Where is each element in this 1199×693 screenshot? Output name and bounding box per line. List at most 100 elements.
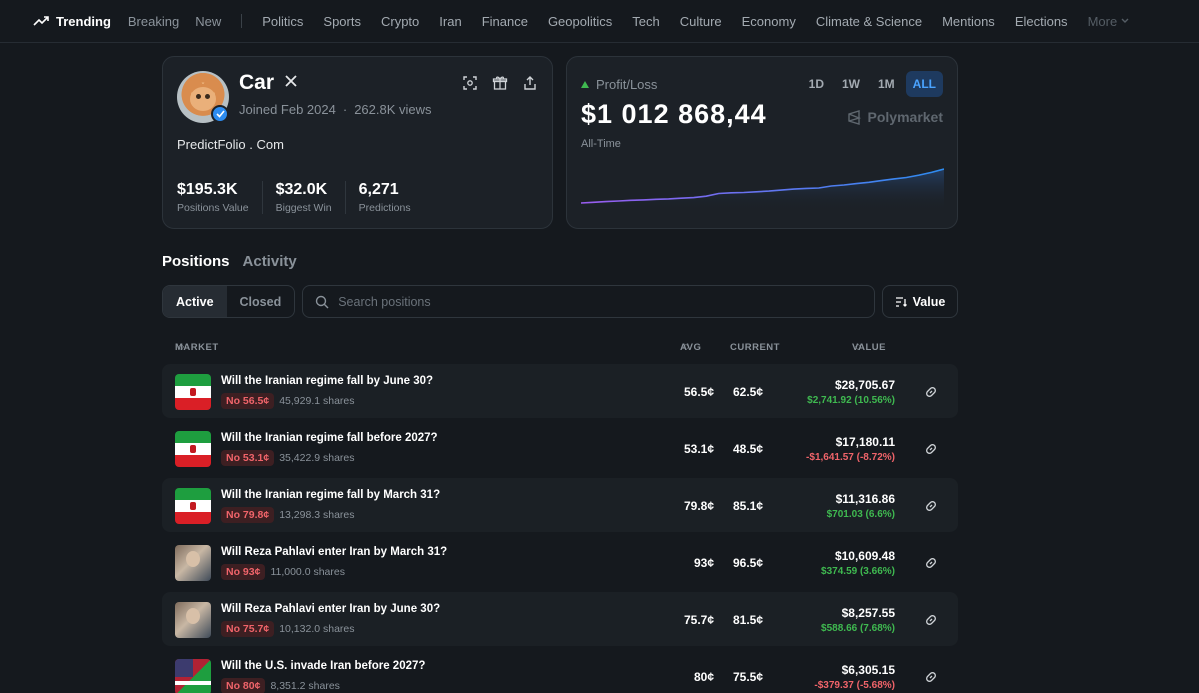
avg-price: 56.5¢ bbox=[683, 385, 714, 399]
share-link-icon[interactable] bbox=[924, 556, 938, 570]
scan-icon[interactable] bbox=[462, 75, 478, 91]
market-title[interactable]: Will the Iranian regime fall by June 30? bbox=[221, 375, 434, 387]
table-row[interactable]: Will the Iranian regime fall before 2027… bbox=[162, 421, 958, 475]
nav-category[interactable]: Crypto bbox=[380, 13, 420, 29]
market-title[interactable]: Will the U.S. invade Iran before 2027? bbox=[221, 660, 426, 672]
nav-divider bbox=[241, 14, 243, 28]
nav-breaking[interactable]: Breaking bbox=[127, 13, 180, 29]
outcome-badge: No 93¢ bbox=[221, 564, 266, 580]
market-title[interactable]: Will the Iranian regime fall by March 31… bbox=[221, 489, 441, 501]
table-header: MARKET ◇ AVG ◇ CURRENT VALUE ◇ bbox=[162, 336, 958, 353]
share-link-icon[interactable] bbox=[924, 385, 938, 399]
nav-category[interactable]: Mentions bbox=[942, 13, 995, 29]
market-title[interactable]: Will Reza Pahlavi enter Iran by March 31… bbox=[221, 546, 448, 558]
current-price: 75.5¢ bbox=[732, 670, 763, 684]
nav-category[interactable]: Climate & Science bbox=[815, 13, 923, 29]
table-row[interactable]: Will the Iranian regime fall by June 30?… bbox=[162, 364, 958, 418]
range-1w[interactable]: 1W bbox=[842, 77, 860, 91]
nav-category[interactable]: Iran bbox=[439, 13, 462, 29]
nav-category[interactable]: Culture bbox=[679, 13, 722, 29]
position-value: $11,316.86 bbox=[835, 492, 895, 506]
outcome-badge: No 56.5¢ bbox=[221, 393, 275, 409]
current-price: 62.5¢ bbox=[732, 385, 763, 399]
stat-label: Predictions bbox=[358, 202, 411, 214]
gift-icon[interactable] bbox=[492, 75, 508, 91]
avatar[interactable] bbox=[177, 71, 229, 123]
avg-price: 80¢ bbox=[693, 670, 714, 684]
nav-more-label: More bbox=[1087, 13, 1118, 29]
nav-new[interactable]: New bbox=[195, 13, 222, 29]
stat-positions-value: $195.3K Positions Value bbox=[177, 181, 263, 214]
nav-category[interactable]: Geopolitics bbox=[547, 13, 613, 29]
range-selector: 1D 1W 1M ALL bbox=[802, 71, 943, 97]
current-price: 81.5¢ bbox=[732, 613, 763, 627]
shares: 11,000.0 shares bbox=[270, 566, 345, 578]
market-title[interactable]: Will the Iranian regime fall before 2027… bbox=[221, 432, 438, 444]
table-row[interactable]: Will Reza Pahlavi enter Iran by March 31… bbox=[162, 535, 958, 589]
tab-activity[interactable]: Activity bbox=[242, 253, 297, 270]
range-1d[interactable]: 1D bbox=[808, 77, 824, 91]
nav-category[interactable]: Politics bbox=[262, 13, 304, 29]
search-input[interactable] bbox=[338, 294, 819, 309]
column-current-label: CURRENT bbox=[730, 342, 780, 353]
market-sub: No 93¢ 11,000.0 shares bbox=[221, 564, 345, 580]
sort-button[interactable]: Value bbox=[882, 285, 958, 318]
tab-positions[interactable]: Positions bbox=[162, 253, 230, 270]
market-sub: No 53.1¢ 35,422.9 shares bbox=[221, 450, 355, 466]
profile-stats: $195.3K Positions Value $32.0K Biggest W… bbox=[177, 181, 437, 214]
sort-updown-icon: ◇ bbox=[683, 342, 690, 351]
joined-date: Joined Feb 2024 bbox=[239, 102, 336, 117]
market-title[interactable]: Will Reza Pahlavi enter Iran by June 30? bbox=[221, 603, 441, 615]
avg-price: 75.7¢ bbox=[683, 613, 714, 627]
shares: 8,351.2 shares bbox=[270, 680, 340, 692]
nav-category[interactable]: Finance bbox=[481, 13, 528, 29]
pnl-label-text: Profit/Loss bbox=[596, 77, 658, 92]
outcome-badge: No 53.1¢ bbox=[221, 450, 275, 466]
nav-trending[interactable]: Trending bbox=[33, 14, 111, 29]
pnl-sparkline bbox=[581, 168, 944, 211]
share-link-icon[interactable] bbox=[924, 499, 938, 513]
stat-value: 6,271 bbox=[358, 181, 399, 198]
stat-label: Biggest Win bbox=[275, 202, 332, 214]
nav-category[interactable]: Tech bbox=[632, 13, 660, 29]
share-icon[interactable] bbox=[522, 75, 538, 91]
profile-meta: Joined Feb 2024 · 262.8K views bbox=[239, 102, 432, 117]
filter-closed-button[interactable]: Closed bbox=[239, 294, 282, 309]
share-link-icon[interactable] bbox=[924, 613, 938, 627]
share-link-icon[interactable] bbox=[924, 670, 938, 684]
view-count: 262.8K views bbox=[354, 102, 432, 117]
stat-value: $195.3K bbox=[177, 181, 238, 198]
sparkline-area bbox=[581, 169, 944, 211]
shares: 45,929.1 shares bbox=[279, 395, 355, 407]
column-avg-label: AVG bbox=[680, 342, 702, 353]
sort-updown-icon: ◇ bbox=[178, 342, 185, 351]
up-triangle-icon bbox=[581, 81, 589, 88]
polymarket-brand: Polymarket bbox=[847, 109, 943, 125]
position-change: $588.66 (7.68%) bbox=[821, 623, 895, 634]
range-1m[interactable]: 1M bbox=[878, 77, 895, 91]
stat-value: $32.0K bbox=[275, 181, 328, 198]
nav-more-button[interactable]: More bbox=[1088, 14, 1130, 29]
nav-category[interactable]: Economy bbox=[741, 13, 796, 29]
table-row[interactable]: Will the Iranian regime fall by March 31… bbox=[162, 478, 958, 532]
nav-trending-label: Trending bbox=[56, 13, 111, 29]
avg-price: 53.1¢ bbox=[683, 442, 714, 456]
position-change: $701.03 (6.6%) bbox=[826, 509, 895, 520]
share-link-icon[interactable] bbox=[924, 442, 938, 456]
iran-flag-icon bbox=[175, 488, 211, 524]
table-row[interactable]: Will Reza Pahlavi enter Iran by June 30?… bbox=[162, 592, 958, 646]
market-sub: No 75.7¢ 10,132.0 shares bbox=[221, 621, 355, 637]
range-all[interactable]: ALL bbox=[905, 71, 943, 97]
search-box bbox=[302, 285, 875, 318]
current-price: 85.1¢ bbox=[732, 499, 763, 513]
sort-updown-icon: ◇ bbox=[855, 342, 862, 351]
shares: 10,132.0 shares bbox=[279, 623, 355, 635]
nav-category[interactable]: Sports bbox=[323, 13, 361, 29]
status-toggle: Active Closed bbox=[162, 285, 296, 318]
positions-filters: Active Closed Value bbox=[162, 285, 958, 319]
filter-active-button[interactable]: Active bbox=[163, 286, 227, 317]
nav-category[interactable]: Elections bbox=[1014, 13, 1068, 29]
x-social-icon[interactable] bbox=[285, 75, 297, 90]
table-row[interactable]: Will the U.S. invade Iran before 2027? N… bbox=[162, 649, 958, 693]
iran-flag-icon bbox=[175, 374, 211, 410]
